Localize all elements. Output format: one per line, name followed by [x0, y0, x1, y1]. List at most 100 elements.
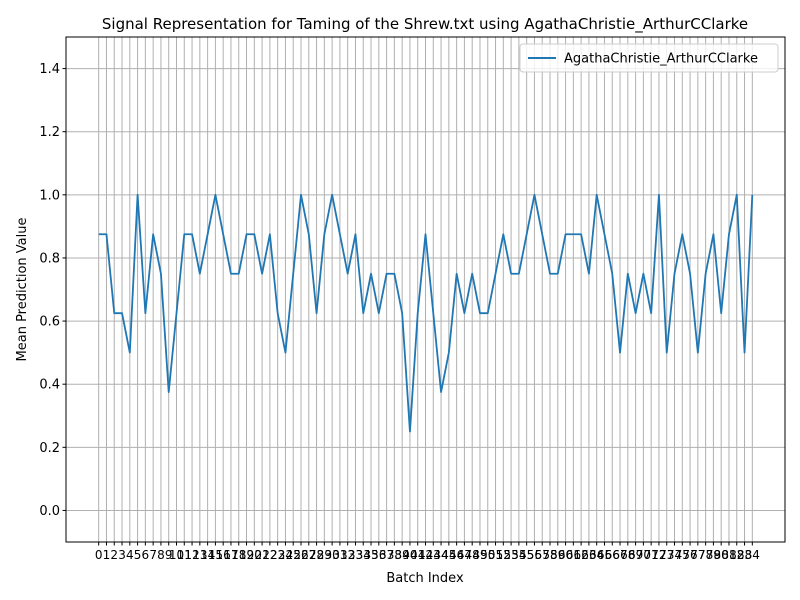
x-tick-label: 5	[134, 548, 142, 562]
x-tick-label: 20	[247, 548, 262, 562]
x-tick-label: 77	[690, 548, 705, 562]
x-tick-label: 74	[667, 548, 682, 562]
y-tick-label: 0.8	[39, 251, 60, 266]
x-tick-label: 79	[706, 548, 721, 562]
x-tick-label: 72	[651, 548, 666, 562]
x-tick-label: 46	[449, 548, 464, 562]
x-tick-label: 6	[142, 548, 150, 562]
x-tick-label: 3	[118, 548, 126, 562]
x-tick-label: 81	[721, 548, 736, 562]
x-tick-label: 32	[340, 548, 355, 562]
x-tick-label: 52	[496, 548, 511, 562]
y-tick-label: 0.0	[39, 504, 60, 519]
x-tick-label: 41	[410, 548, 425, 562]
x-tick-label: 67	[612, 548, 627, 562]
x-tick-label: 27	[301, 548, 316, 562]
x-tick-label: 16	[216, 548, 231, 562]
x-tick-label: 62	[573, 548, 588, 562]
x-axis-ticks: 0 1 2 3 4 5 6 7 8 9101112131415161718192021222324…	[95, 542, 760, 562]
x-tick-label: 75	[675, 548, 690, 562]
x-tick-label: 59	[550, 548, 565, 562]
x-tick-label: 26	[293, 548, 308, 562]
x-tick-label: 60	[558, 548, 573, 562]
legend-label: AgathaChristie_ArthurCClarke	[564, 52, 758, 67]
series-lines	[98, 193, 754, 433]
x-tick-label: 11	[177, 548, 192, 562]
x-tick-label: 44	[433, 548, 448, 562]
x-tick-label: 22	[262, 548, 277, 562]
x-tick-label: 71	[644, 548, 659, 562]
x-tick-label: 55	[519, 548, 534, 562]
x-tick-label: 84	[745, 548, 760, 562]
x-tick-label: 19	[239, 548, 254, 562]
x-tick-label: 34	[356, 548, 371, 562]
x-tick-label: 10	[169, 548, 184, 562]
x-tick-label: 78	[698, 548, 713, 562]
x-tick-label: 15	[208, 548, 223, 562]
legend-box	[519, 43, 779, 73]
x-tick-label: 37	[379, 548, 394, 562]
x-tick-label: 21	[254, 548, 269, 562]
x-tick-label: 82	[729, 548, 744, 562]
x-tick-label: 28	[309, 548, 324, 562]
x-tick-label: 45	[441, 548, 456, 562]
x-tick-label: 29	[317, 548, 332, 562]
x-tick-label: 51	[488, 548, 503, 562]
x-tick-label: 42	[418, 548, 433, 562]
x-tick-label: 48	[465, 548, 480, 562]
y-tick-label: 1.0	[39, 188, 60, 203]
x-tick-label: 30	[324, 548, 339, 562]
y-tick-label: 0.2	[39, 441, 60, 456]
x-tick-label: 53	[503, 548, 518, 562]
x-tick-label: 63	[581, 548, 596, 562]
x-tick-label: 83	[737, 548, 752, 562]
x-tick-label: 36	[371, 548, 386, 562]
x-tick-label: 4	[126, 548, 134, 562]
x-tick-label: 57	[535, 548, 550, 562]
x-tick-label: 58	[542, 548, 557, 562]
x-tick-label: 2	[110, 548, 118, 562]
x-tick-label: 49	[472, 548, 487, 562]
y-axis-label: Mean Prediction Value	[15, 218, 30, 362]
x-tick-label: 23	[270, 548, 285, 562]
y-tick-label: 0.6	[39, 315, 60, 330]
y-tick-label: 1.2	[39, 125, 60, 140]
x-tick-label: 40	[402, 548, 417, 562]
x-tick-label: 47	[457, 548, 472, 562]
x-tick-label: 17	[223, 548, 238, 562]
x-tick-label: 0	[95, 548, 103, 562]
series-line	[98, 193, 754, 433]
x-tick-label: 12	[184, 548, 199, 562]
x-tick-label: 68	[620, 548, 635, 562]
x-tick-label: 33	[348, 548, 363, 562]
x-tick-label: 38	[387, 548, 402, 562]
x-tick-label: 80	[714, 548, 729, 562]
x-tick-label: 14	[200, 548, 215, 562]
chart-title: Signal Representation for Taming of the …	[102, 15, 748, 34]
x-tick-label: 50	[480, 548, 495, 562]
x-tick-label: 69	[628, 548, 643, 562]
x-tick-label: 7	[149, 548, 157, 562]
y-axis-ticks: 0.0 0.2 0.4 0.6 0.8 1.0 1.2 1.4	[39, 62, 66, 519]
x-tick-label: 9	[165, 548, 173, 562]
x-tick-label: 54	[511, 548, 526, 562]
x-tick-label: 56	[527, 548, 542, 562]
grid	[66, 37, 785, 542]
x-tick-label: 1	[103, 548, 111, 562]
y-tick-label: 0.4	[39, 378, 60, 393]
x-tick-label: 39	[395, 548, 410, 562]
x-tick-label: 76	[682, 548, 697, 562]
y-tick-label: 1.4	[39, 62, 60, 77]
x-tick-label: 61	[566, 548, 581, 562]
x-tick-label: 64	[589, 548, 604, 562]
x-tick-label: 24	[278, 548, 293, 562]
x-tick-label: 43	[426, 548, 441, 562]
x-tick-label: 70	[636, 548, 651, 562]
x-tick-label: 66	[605, 548, 620, 562]
x-tick-label: 73	[659, 548, 674, 562]
x-tick-label: 13	[192, 548, 207, 562]
x-tick-label: 65	[597, 548, 612, 562]
x-tick-label: 18	[231, 548, 246, 562]
x-tick-label: 31	[332, 548, 347, 562]
